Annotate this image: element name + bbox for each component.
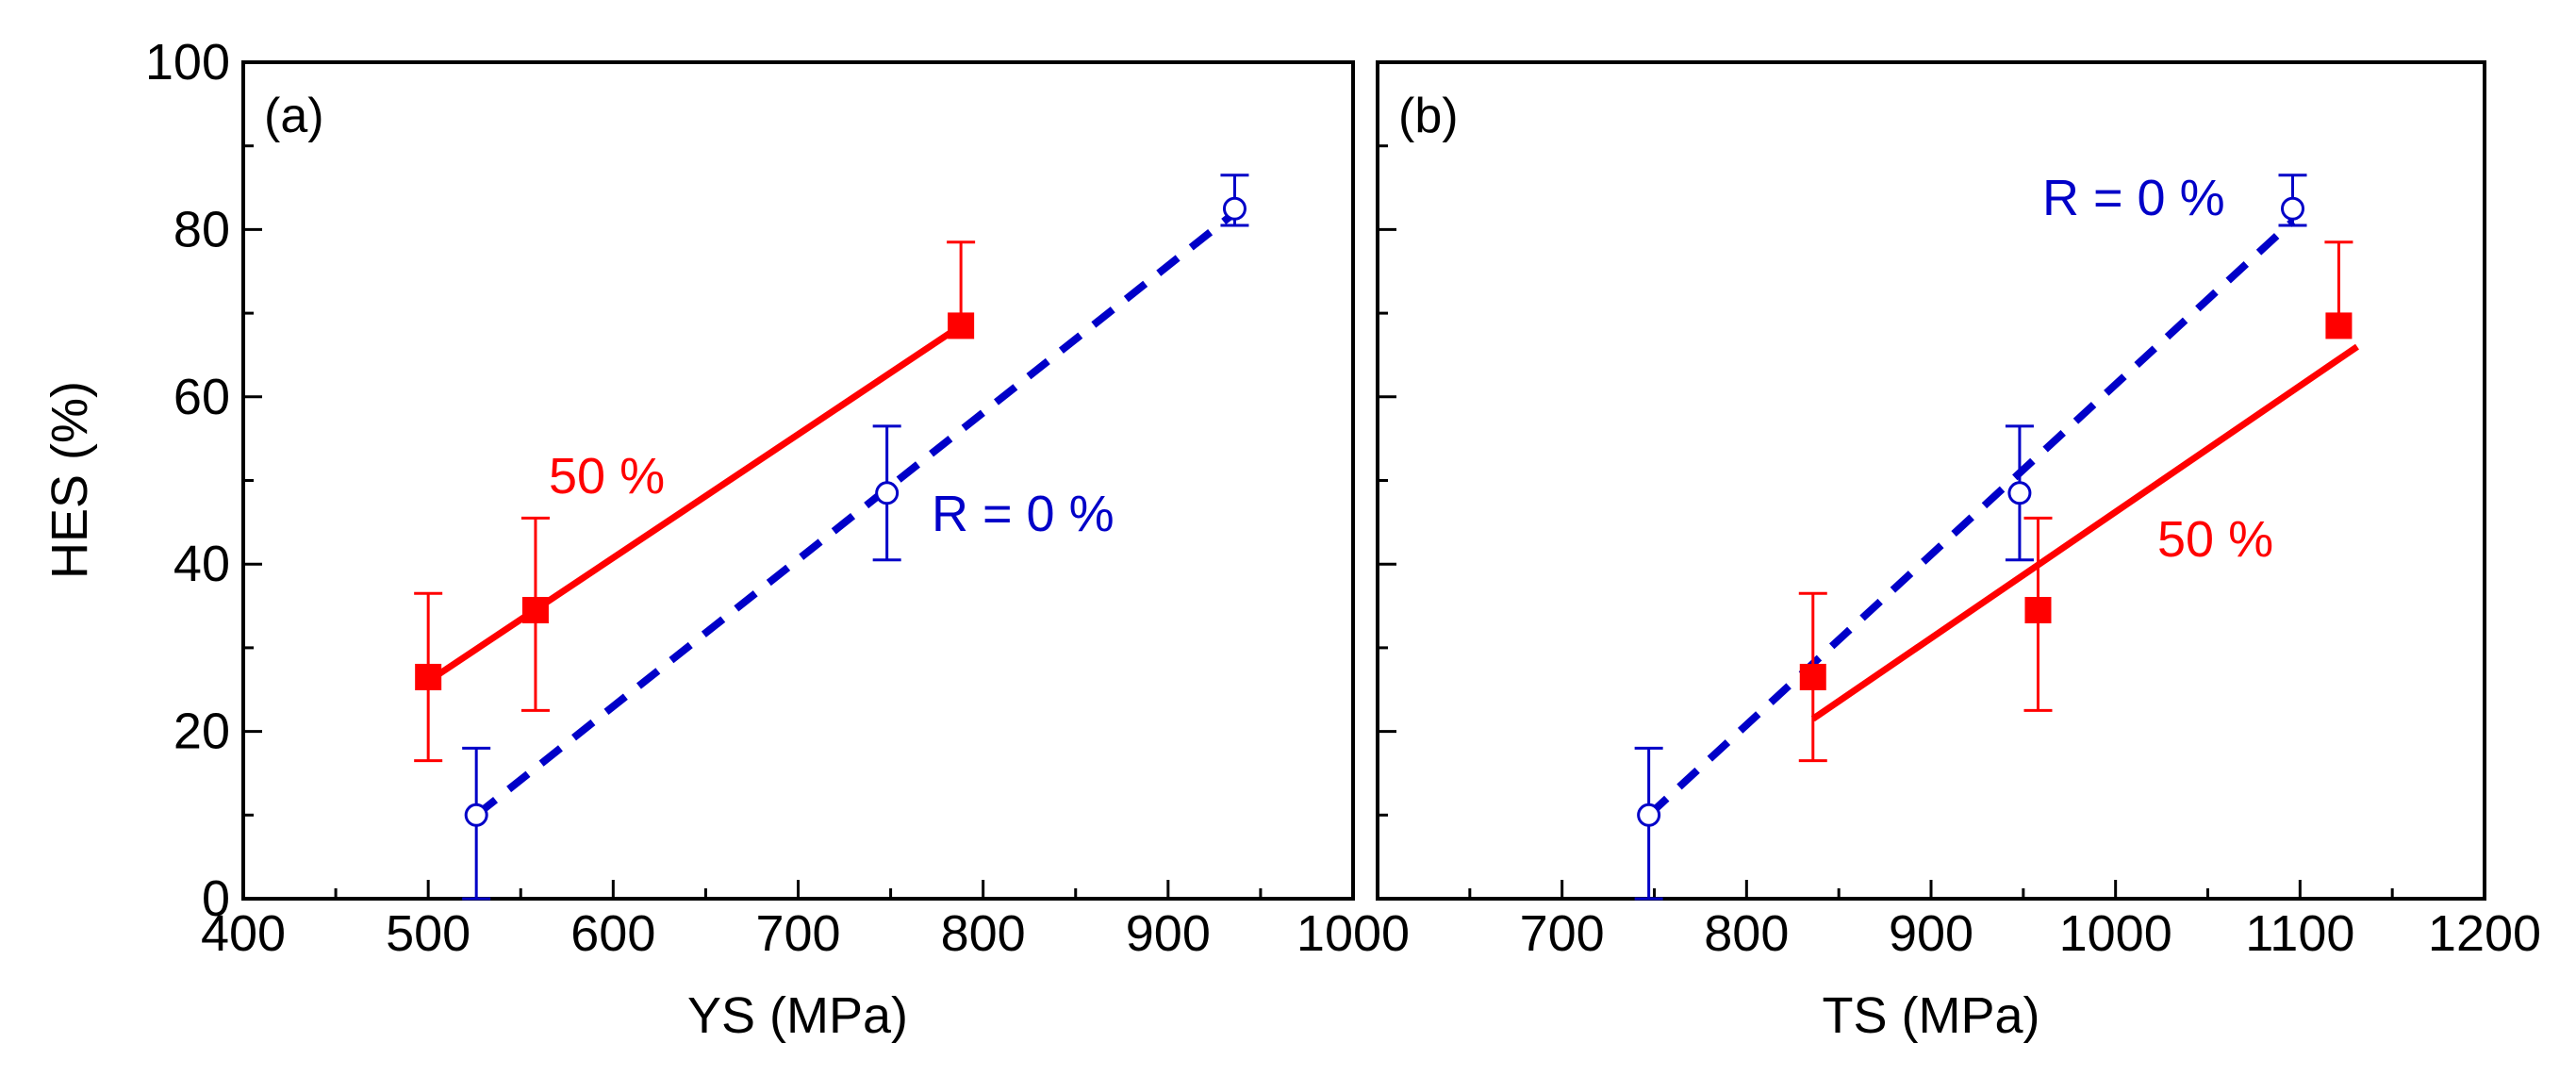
panel-b-x-tick-label: 800 [1704,905,1789,962]
panel-a-x-tick-label: 700 [755,905,840,962]
y-tick-label: 80 [173,201,230,257]
panel-a-x-tick-label: 1000 [1296,905,1410,962]
panel-b-point-50pct [2325,312,2353,339]
panel-a-point-50pct [521,596,549,623]
panel-a-label: (a) [264,89,324,143]
panel-a-fit-line-50pct [426,323,964,685]
panel-b-marks [1634,174,2359,901]
panel-a-x-tick-label: 600 [570,905,655,962]
y-tick-label: 60 [173,369,230,425]
panel-b-x-tick-label: 1200 [2428,905,2541,962]
panel-a-point-r0 [875,481,900,505]
y-tick-label: 100 [145,34,230,91]
y-tick-label: 40 [173,536,230,592]
panel-a-frame [241,60,1355,901]
panel-a-point-50pct [415,663,442,690]
panel-a-annotation-r0: R = 0 % [932,486,1115,542]
panel-a-annotation-50pct: 50 % [549,448,665,505]
panel-b-point-50pct [2024,596,2052,623]
panel-b: (b) TS (MPa) 700 800 900 1000 1100 1200 R = 0… [1376,60,2541,1044]
panel-a-x-tick-label: 500 [386,905,471,962]
panel-a: (a) YS (MPa) HES (%) 400 500 600 700 800 900 1… [41,34,1410,1044]
panel-a-x-tick-label: 400 [201,905,286,962]
panel-a-marks [414,174,1249,901]
panel-a-ticks: 400 500 600 700 800 900 1000 0 20 40 60 80 100 [145,34,1410,962]
panel-b-x-tick-label: 1000 [2059,905,2172,962]
panel-b-x-tick-label: 900 [1889,905,1973,962]
panel-b-x-axis-title: TS (MPa) [1822,987,2039,1044]
panel-b-fit-line-r0 [1645,218,2296,819]
panel-b-point-r0 [1637,803,1661,827]
y-axis-title: HES (%) [41,381,98,579]
panel-b-x-tick-label: 700 [1520,905,1605,962]
panel-a-x-tick-label: 800 [941,905,1026,962]
panel-a-fit-line-r0 [473,209,1237,819]
y-tick-label: 0 [202,870,230,927]
panel-b-point-r0 [2007,481,2032,505]
panel-b-fit-line-50pct [1810,343,2359,722]
panel-b-point-r0 [2281,196,2305,221]
panel-b-point-50pct [1799,663,1826,690]
panel-b-frame [1376,60,2486,901]
panel-a-point-50pct [948,312,975,339]
panel-a-x-axis-title: YS (MPa) [687,987,908,1044]
panel-b-annotation-50pct: 50 % [2157,511,2273,568]
panel-a-x-tick-label: 900 [1126,905,1211,962]
panel-b-label: (b) [1398,89,1459,143]
panel-b-annotation-r0: R = 0 % [2042,170,2225,226]
panel-a-point-r0 [464,803,488,827]
y-tick-label: 20 [173,704,230,760]
panel-b-x-tick-label: 1100 [2245,905,2354,962]
panel-b-ticks: 700 800 900 1000 1100 1200 [1378,144,2541,962]
panel-a-point-r0 [1222,196,1247,221]
